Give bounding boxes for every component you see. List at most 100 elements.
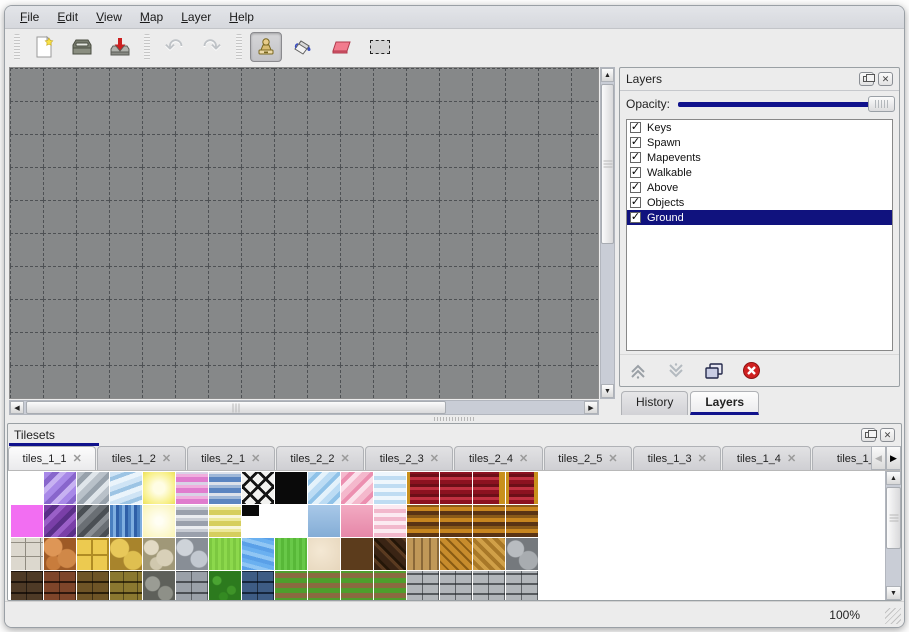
tile-brown-bricks[interactable] [77,571,109,600]
map-cell[interactable] [439,398,472,399]
tile-yellow-glow[interactable] [143,472,175,504]
map-cell[interactable] [142,233,175,266]
map-cell[interactable] [175,101,208,134]
menu-help[interactable]: Help [229,10,254,24]
tile-gray-stone-bricks[interactable] [407,571,439,600]
map-cell[interactable] [208,68,241,101]
map-cell[interactable] [142,365,175,398]
tile-gray-bricks[interactable] [176,571,208,600]
tile-pink-waves[interactable] [374,505,406,537]
map-cell[interactable] [109,332,142,365]
map-cell[interactable] [505,167,538,200]
tile-grass[interactable] [275,538,307,570]
tile-bright-grass[interactable] [209,538,241,570]
map-cell[interactable] [406,299,439,332]
map-cell[interactable] [340,200,373,233]
map-cell[interactable] [43,233,76,266]
map-cell[interactable] [406,365,439,398]
toolbar-grip[interactable] [144,34,150,60]
map-cell[interactable] [538,332,571,365]
map-cell[interactable] [274,167,307,200]
map-cell[interactable] [307,167,340,200]
undo-button[interactable]: ↶ [158,32,190,62]
stamp-tool-button[interactable] [250,32,282,62]
layer-visibility-checkbox[interactable]: ✓ [630,136,641,148]
map-cell[interactable] [307,68,340,101]
map-cell[interactable] [340,266,373,299]
map-cell[interactable] [472,101,505,134]
tile-grass-dirt-rows[interactable] [341,571,373,600]
layer-visibility-checkbox[interactable]: ✓ [630,211,641,223]
layer-visibility-checkbox[interactable]: ✓ [630,196,641,208]
map-cell[interactable] [505,299,538,332]
float-panel-button[interactable] [861,428,877,442]
map-cell[interactable] [505,200,538,233]
tile-blue-glass[interactable] [110,472,142,504]
map-cell[interactable] [76,101,109,134]
tile-gray-pebbles[interactable] [176,538,208,570]
map-cell[interactable] [10,266,43,299]
map-cell[interactable] [439,365,472,398]
opacity-slider-handle[interactable] [868,95,895,112]
map-cell[interactable] [538,233,571,266]
tile-black-corner[interactable] [242,505,274,537]
open-button[interactable] [66,32,98,62]
map-cell[interactable] [340,101,373,134]
map-cell[interactable] [10,365,43,398]
tile-red-curtain[interactable] [473,472,505,504]
resize-grip[interactable] [885,608,901,624]
layer-row-walkable[interactable]: ✓ Walkable [627,165,892,180]
map-cell[interactable] [505,101,538,134]
tile-blue-stripes[interactable] [209,472,241,504]
toolbar-grip[interactable] [236,34,242,60]
map-cell[interactable] [340,398,373,399]
map-cell[interactable] [307,233,340,266]
tab-close-icon[interactable]: ✕ [697,453,707,465]
map-cell[interactable] [406,101,439,134]
map-cell[interactable] [241,233,274,266]
map-cell[interactable] [10,398,43,399]
map-cell[interactable] [472,299,505,332]
map-cell[interactable] [571,365,598,398]
map-cell[interactable] [307,299,340,332]
map-cell[interactable] [340,332,373,365]
map-cell[interactable] [406,266,439,299]
map-cell[interactable] [571,299,598,332]
map-cell[interactable] [274,332,307,365]
layer-row-ground[interactable]: ✓ Ground [627,210,892,225]
tile-gray-stone-wall[interactable] [143,571,175,600]
map-cell[interactable] [373,299,406,332]
scroll-up-button[interactable]: ▲ [601,68,614,82]
map-cell[interactable] [406,332,439,365]
scroll-down-button[interactable]: ▼ [601,384,614,398]
scrollbar-thumb[interactable] [26,401,446,414]
map-cell[interactable] [406,68,439,101]
map-cell[interactable] [538,134,571,167]
move-layer-up-button[interactable] [628,362,648,380]
tile-purple-glass[interactable] [44,472,76,504]
redo-button[interactable]: ↷ [196,32,228,62]
scroll-up-button[interactable]: ▲ [886,471,901,485]
map-cell[interactable] [406,167,439,200]
menu-file[interactable]: File [20,10,40,24]
map-cell[interactable] [175,167,208,200]
tile-grass-dirt-rows[interactable] [308,571,340,600]
tileset-tab-tiles_2_4[interactable]: tiles_2_4 ✕ [454,446,543,470]
map-cell[interactable] [208,200,241,233]
map-cell[interactable] [10,200,43,233]
map-cell[interactable] [175,200,208,233]
tile-yellow-stripes[interactable] [209,505,241,537]
map-canvas[interactable] [9,67,599,399]
select-tool-button[interactable] [364,32,396,62]
map-cell[interactable] [43,299,76,332]
tile-pink-glass[interactable] [341,472,373,504]
map-cell[interactable] [439,332,472,365]
tile-brown-stripes[interactable] [473,505,505,537]
map-cell[interactable] [241,101,274,134]
tileset-tab-tiles_1_3[interactable]: tiles_1_3 ✕ [633,446,722,470]
save-button[interactable] [104,32,136,62]
tabs-scroll-left-button[interactable]: ◀ [871,446,886,470]
map-cell[interactable] [274,398,307,399]
map-cell[interactable] [10,299,43,332]
tile-pink-stripes[interactable] [176,472,208,504]
